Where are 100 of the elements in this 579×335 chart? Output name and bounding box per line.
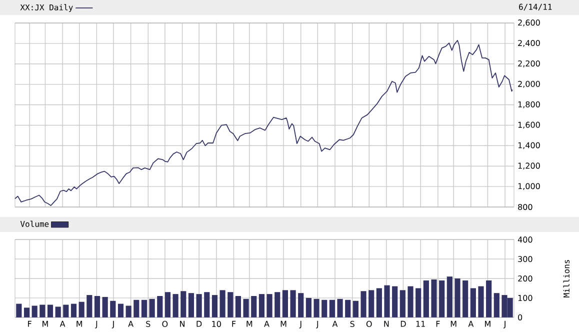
bar: [298, 293, 304, 318]
y-axis-title: Millions: [563, 260, 570, 298]
bar: [180, 291, 186, 318]
bar: [94, 296, 100, 318]
y-tick-label: 2,200: [518, 60, 540, 68]
bar: [306, 298, 312, 318]
bar: [196, 294, 202, 318]
x-tick-label: 11: [416, 320, 425, 327]
bar: [16, 304, 22, 318]
x-tick-label: J: [112, 320, 114, 328]
x-tick-label: J: [316, 320, 318, 328]
y-tick-label: 2,400: [518, 40, 540, 47]
y-tick-label: 1,600: [518, 122, 540, 129]
bar: [102, 296, 108, 318]
x-tick-label: S: [146, 320, 150, 327]
x-tick-label: M: [450, 320, 456, 327]
y-tick-label: 1,400: [518, 142, 540, 150]
bar: [40, 304, 46, 318]
x-tick-label: N: [180, 320, 184, 327]
x-tick-label: A: [60, 320, 66, 327]
x-tick-label: O: [162, 320, 168, 327]
bar: [329, 300, 335, 318]
bar: [384, 285, 390, 318]
bar: [274, 292, 280, 318]
x-tick-label: D: [196, 320, 202, 327]
x-tick-label: O: [366, 320, 372, 327]
x-tick-label: M: [42, 320, 48, 327]
x-tick-label: A: [332, 320, 338, 327]
bar: [228, 292, 234, 318]
bar: [157, 296, 163, 318]
x-tick-label: D: [400, 320, 406, 327]
legend-label: Volume: [20, 220, 49, 227]
x-tick-label: A: [468, 320, 474, 327]
bar: [408, 286, 414, 318]
bar: [290, 290, 296, 318]
bar: [454, 278, 460, 318]
bar: [314, 298, 320, 318]
x-tick-label: J: [503, 320, 506, 328]
x-tick-label: J: [299, 320, 302, 328]
y-tick-label: 300: [518, 256, 532, 262]
bar: [164, 292, 171, 318]
bar: [63, 304, 69, 318]
bar: [251, 296, 257, 318]
bar: [416, 288, 422, 318]
bar: [118, 304, 124, 318]
bar: [126, 306, 132, 318]
bar: [258, 294, 265, 318]
bar: [486, 280, 492, 318]
line-series: [14, 40, 513, 206]
x-tick-label: M: [76, 320, 82, 327]
bar: [282, 290, 288, 318]
bar: [172, 294, 178, 318]
x-tick-label: A: [264, 320, 270, 327]
bar: [423, 280, 429, 318]
x-tick-label: F: [436, 320, 440, 327]
bar: [494, 293, 500, 318]
bar: [392, 286, 398, 318]
y-tick-label: 1,200: [518, 162, 540, 170]
x-tick-label: M: [280, 320, 286, 327]
bar: [322, 300, 328, 318]
bar: [220, 290, 226, 318]
bar: [235, 296, 242, 318]
legend-label: XX:JX Daily: [20, 4, 73, 12]
bar: [47, 304, 54, 318]
x-tick-label: A: [128, 320, 134, 327]
bar: [470, 288, 476, 318]
bar: [78, 302, 84, 318]
x-tick-label: F: [28, 320, 32, 327]
x-tick-label: N: [384, 320, 389, 327]
x-tick-label: 10: [212, 320, 221, 327]
bar: [55, 306, 61, 318]
bar: [243, 298, 249, 318]
bar: [212, 295, 218, 318]
x-tick-label: F: [232, 320, 236, 327]
bar: [266, 294, 272, 318]
y-tick-label: 800: [518, 204, 532, 210]
y-tick-label: 1,000: [518, 183, 540, 190]
x-tick-label: M: [485, 320, 490, 327]
text: 6/14/11: [519, 4, 552, 10]
bar: [70, 304, 77, 318]
bar: [337, 298, 343, 318]
x-tick-label: J: [95, 320, 98, 328]
bar: [352, 300, 358, 318]
bar: [149, 298, 155, 318]
x-tick-label: S: [350, 320, 354, 327]
y-tick-label: 0: [518, 314, 522, 320]
y-tick-label: 2,000: [518, 80, 540, 88]
bar: [24, 308, 30, 318]
bar: [141, 300, 148, 318]
bar: [431, 279, 437, 318]
bar: [32, 306, 38, 318]
y-tick-label: 2,600: [518, 20, 540, 26]
bar: [345, 300, 351, 318]
bar: [439, 280, 445, 318]
bar: [446, 276, 452, 318]
x-tick-label: M: [246, 320, 252, 327]
bar: [368, 290, 374, 318]
bar: [86, 295, 92, 318]
bar: [462, 280, 468, 318]
bar: [376, 288, 382, 318]
